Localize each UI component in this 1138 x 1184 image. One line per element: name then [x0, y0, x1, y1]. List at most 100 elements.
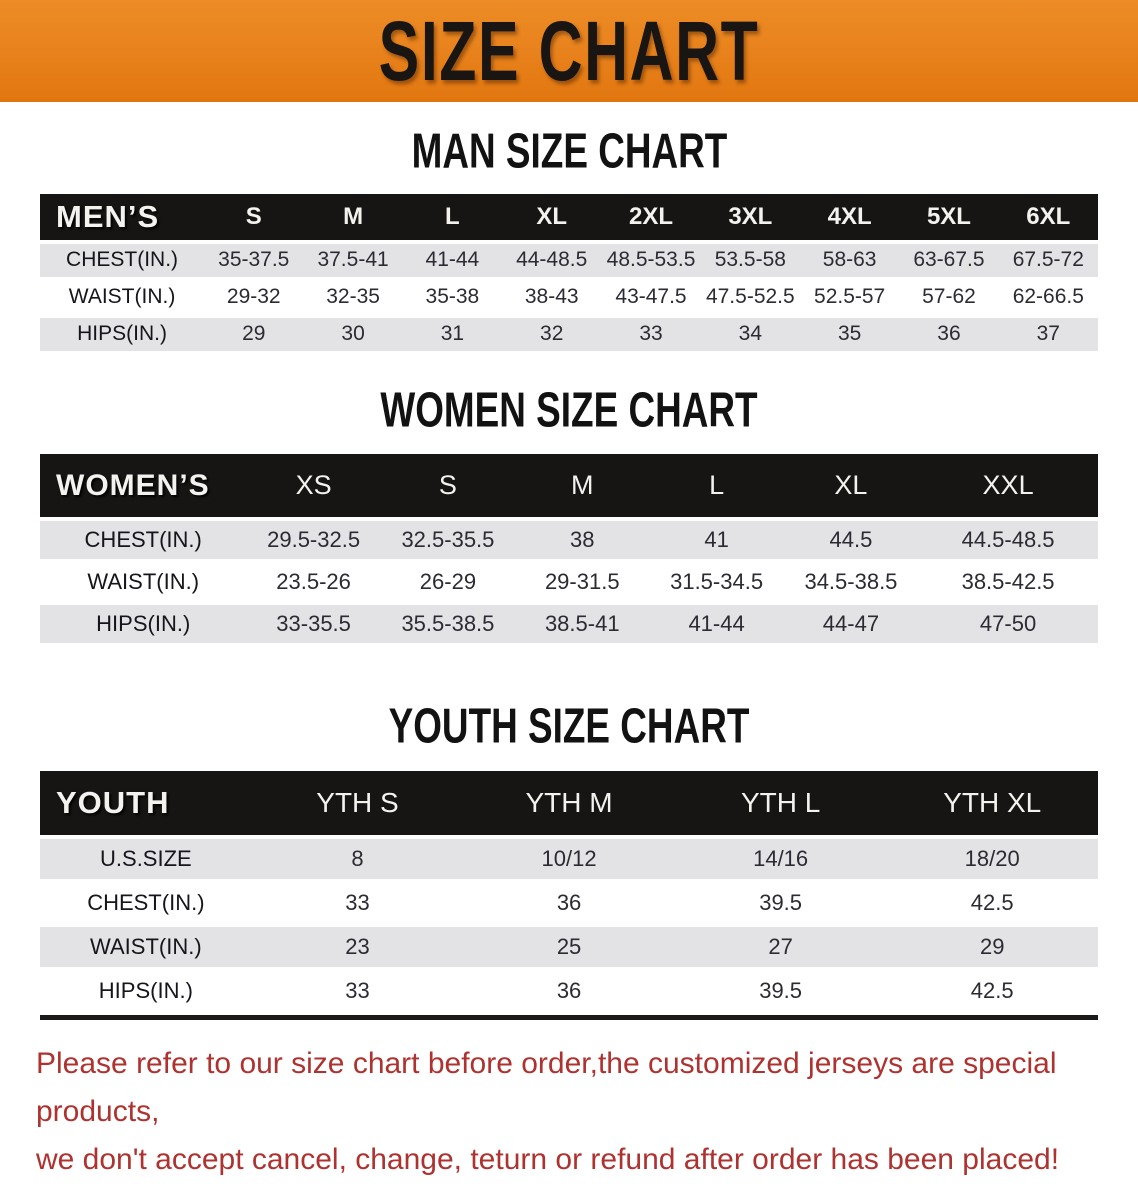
- size-value-cell: 42.5: [886, 882, 1098, 923]
- men-table-wrap: MEN’S S M L XL 2XL 3XL 4XL 5XL 6XL CHEST(IN.) 35-37…: [40, 190, 1098, 355]
- size-value-cell: 35.5-38.5: [380, 605, 516, 643]
- women-size-table: WOMEN’S XS S M L XL XXL CHEST(IN.) 29.5-32.5 32.5…: [40, 450, 1098, 647]
- size-value-cell: 44.5-48.5: [918, 521, 1098, 559]
- youth-table-wrap: YOUTH YTH S YTH M YTH L YTH XL U.S.SIZE 8 10/12…: [40, 767, 1098, 1020]
- size-value-cell: 23.5-26: [246, 563, 381, 601]
- size-value-cell: 29-31.5: [515, 563, 650, 601]
- size-column-header: M: [515, 454, 650, 517]
- row-label: U.S.SIZE: [40, 838, 252, 879]
- size-value-cell: 52.5-57: [799, 280, 900, 314]
- size-value-cell: 34.5-38.5: [783, 563, 919, 601]
- size-value-cell: 36: [899, 317, 999, 351]
- table-header-row: YOUTH YTH S YTH M YTH L YTH XL: [40, 770, 1098, 835]
- size-value-cell: 14/16: [674, 838, 887, 879]
- size-value-cell: 44-47: [783, 605, 919, 643]
- size-column-header: M: [303, 193, 403, 240]
- size-value-cell: 53.5-58: [700, 243, 800, 277]
- banner: SIZE CHART: [0, 0, 1138, 102]
- measure-row: HIPS(IN.) 29 30 31 32 33 34 35 36 37: [40, 317, 1098, 351]
- size-column-header: 2XL: [601, 193, 701, 240]
- size-value-cell: 29-32: [204, 280, 304, 314]
- size-column-header: YTH L: [674, 770, 887, 835]
- row-label: CHEST(IN.): [40, 521, 247, 559]
- size-column-header: S: [380, 454, 516, 517]
- size-value-cell: 34: [700, 317, 800, 351]
- size-value-cell: 38-43: [502, 280, 602, 314]
- size-value-cell: 33: [251, 882, 464, 923]
- youth-section-heading: YOUTH SIZE CHART: [0, 699, 1138, 753]
- size-value-cell: 37.5-41: [303, 243, 403, 277]
- size-value-cell: 62-66.5: [998, 280, 1098, 314]
- row-label: WAIST(IN.): [40, 563, 247, 601]
- size-value-cell: 35: [799, 317, 900, 351]
- size-value-cell: 32.5-35.5: [380, 521, 516, 559]
- order-note: Please refer to our size chart before or…: [0, 1040, 1138, 1184]
- size-value-cell: 44.5: [783, 521, 919, 559]
- measure-row: CHEST(IN.) 33 36 39.5 42.5: [40, 882, 1098, 923]
- table-header-row: WOMEN’S XS S M L XL XXL: [40, 454, 1098, 517]
- banner-title: SIZE CHART: [378, 3, 760, 99]
- size-value-cell: 27: [674, 926, 887, 967]
- row-label: CHEST(IN.): [40, 882, 252, 923]
- measure-row: CHEST(IN.) 35-37.5 37.5-41 41-44 44-48.5 48.5…: [40, 243, 1098, 277]
- size-value-cell: 41: [649, 521, 784, 559]
- size-value-cell: 39.5: [674, 882, 887, 923]
- size-value-cell: 37: [998, 317, 1098, 351]
- youth-size-table: YOUTH YTH S YTH M YTH L YTH XL U.S.SIZE 8 10/12…: [40, 767, 1098, 1015]
- size-value-cell: 26-29: [380, 563, 516, 601]
- measure-row: HIPS(IN.) 33 36 39.5 42.5: [40, 970, 1098, 1011]
- size-value-cell: 33: [251, 970, 464, 1011]
- size-value-cell: 18/20: [886, 838, 1098, 879]
- measure-row: U.S.SIZE 8 10/12 14/16 18/20: [40, 838, 1098, 879]
- youth-section: YOUTH SIZE CHART YOUTH YTH S YTH M YTH L YTH…: [0, 699, 1138, 1020]
- men-section: MAN SIZE CHART MEN’S S M L XL 2XL 3XL 4XL 5XL 6XL…: [0, 122, 1138, 355]
- size-column-header: YTH S: [251, 770, 464, 835]
- size-value-cell: 35-38: [402, 280, 503, 314]
- table-group-label: MEN’S: [40, 193, 205, 240]
- women-table-wrap: WOMEN’S XS S M L XL XXL CHEST(IN.) 29.5-32.5 32.5…: [40, 450, 1098, 647]
- size-value-cell: 8: [251, 838, 464, 879]
- size-column-header: 3XL: [700, 193, 800, 240]
- size-value-cell: 67.5-72: [998, 243, 1098, 277]
- size-value-cell: 23: [251, 926, 464, 967]
- size-value-cell: 29: [204, 317, 304, 351]
- size-value-cell: 38.5-41: [515, 605, 650, 643]
- note-line-2: we don't accept cancel, change, teturn o…: [36, 1142, 1060, 1176]
- women-section-heading: WOMEN SIZE CHART: [0, 382, 1138, 436]
- men-section-heading: MAN SIZE CHART: [0, 122, 1138, 179]
- size-column-header: L: [649, 454, 784, 517]
- size-column-header: XL: [502, 193, 602, 240]
- women-section: WOMEN SIZE CHART WOMEN’S XS S M L XL XXL CHEST(…: [0, 382, 1138, 648]
- size-column-header: 5XL: [899, 193, 999, 240]
- size-value-cell: 32: [502, 317, 602, 351]
- size-value-cell: 38.5-42.5: [918, 563, 1098, 601]
- size-value-cell: 30: [303, 317, 403, 351]
- size-column-header: YTH M: [463, 770, 675, 835]
- size-value-cell: 29: [886, 926, 1098, 967]
- row-label: WAIST(IN.): [40, 926, 252, 967]
- size-value-cell: 44-48.5: [502, 243, 602, 277]
- measure-row: WAIST(IN.) 23 25 27 29: [40, 926, 1098, 967]
- row-label: HIPS(IN.): [40, 970, 252, 1011]
- size-value-cell: 33: [601, 317, 701, 351]
- size-value-cell: 36: [463, 970, 675, 1011]
- size-column-header: L: [402, 193, 503, 240]
- size-value-cell: 35-37.5: [204, 243, 304, 277]
- size-value-cell: 25: [463, 926, 675, 967]
- size-value-cell: 38: [515, 521, 650, 559]
- size-value-cell: 31.5-34.5: [649, 563, 784, 601]
- measure-row: WAIST(IN.) 29-32 32-35 35-38 38-43 43-47.5 47.…: [40, 280, 1098, 314]
- size-column-header: 4XL: [799, 193, 900, 240]
- size-value-cell: 31: [402, 317, 503, 351]
- size-column-header: XL: [783, 454, 919, 517]
- men-heading-text: MAN SIZE CHART: [411, 122, 727, 179]
- row-label: HIPS(IN.): [40, 605, 247, 643]
- table-group-label: WOMEN’S: [40, 454, 247, 517]
- row-label: WAIST(IN.): [40, 280, 205, 314]
- men-size-table: MEN’S S M L XL 2XL 3XL 4XL 5XL 6XL CHEST(IN.) 35-37…: [40, 190, 1098, 355]
- size-value-cell: 47.5-52.5: [700, 280, 800, 314]
- size-value-cell: 10/12: [463, 838, 675, 879]
- size-value-cell: 58-63: [799, 243, 900, 277]
- size-value-cell: 48.5-53.5: [601, 243, 701, 277]
